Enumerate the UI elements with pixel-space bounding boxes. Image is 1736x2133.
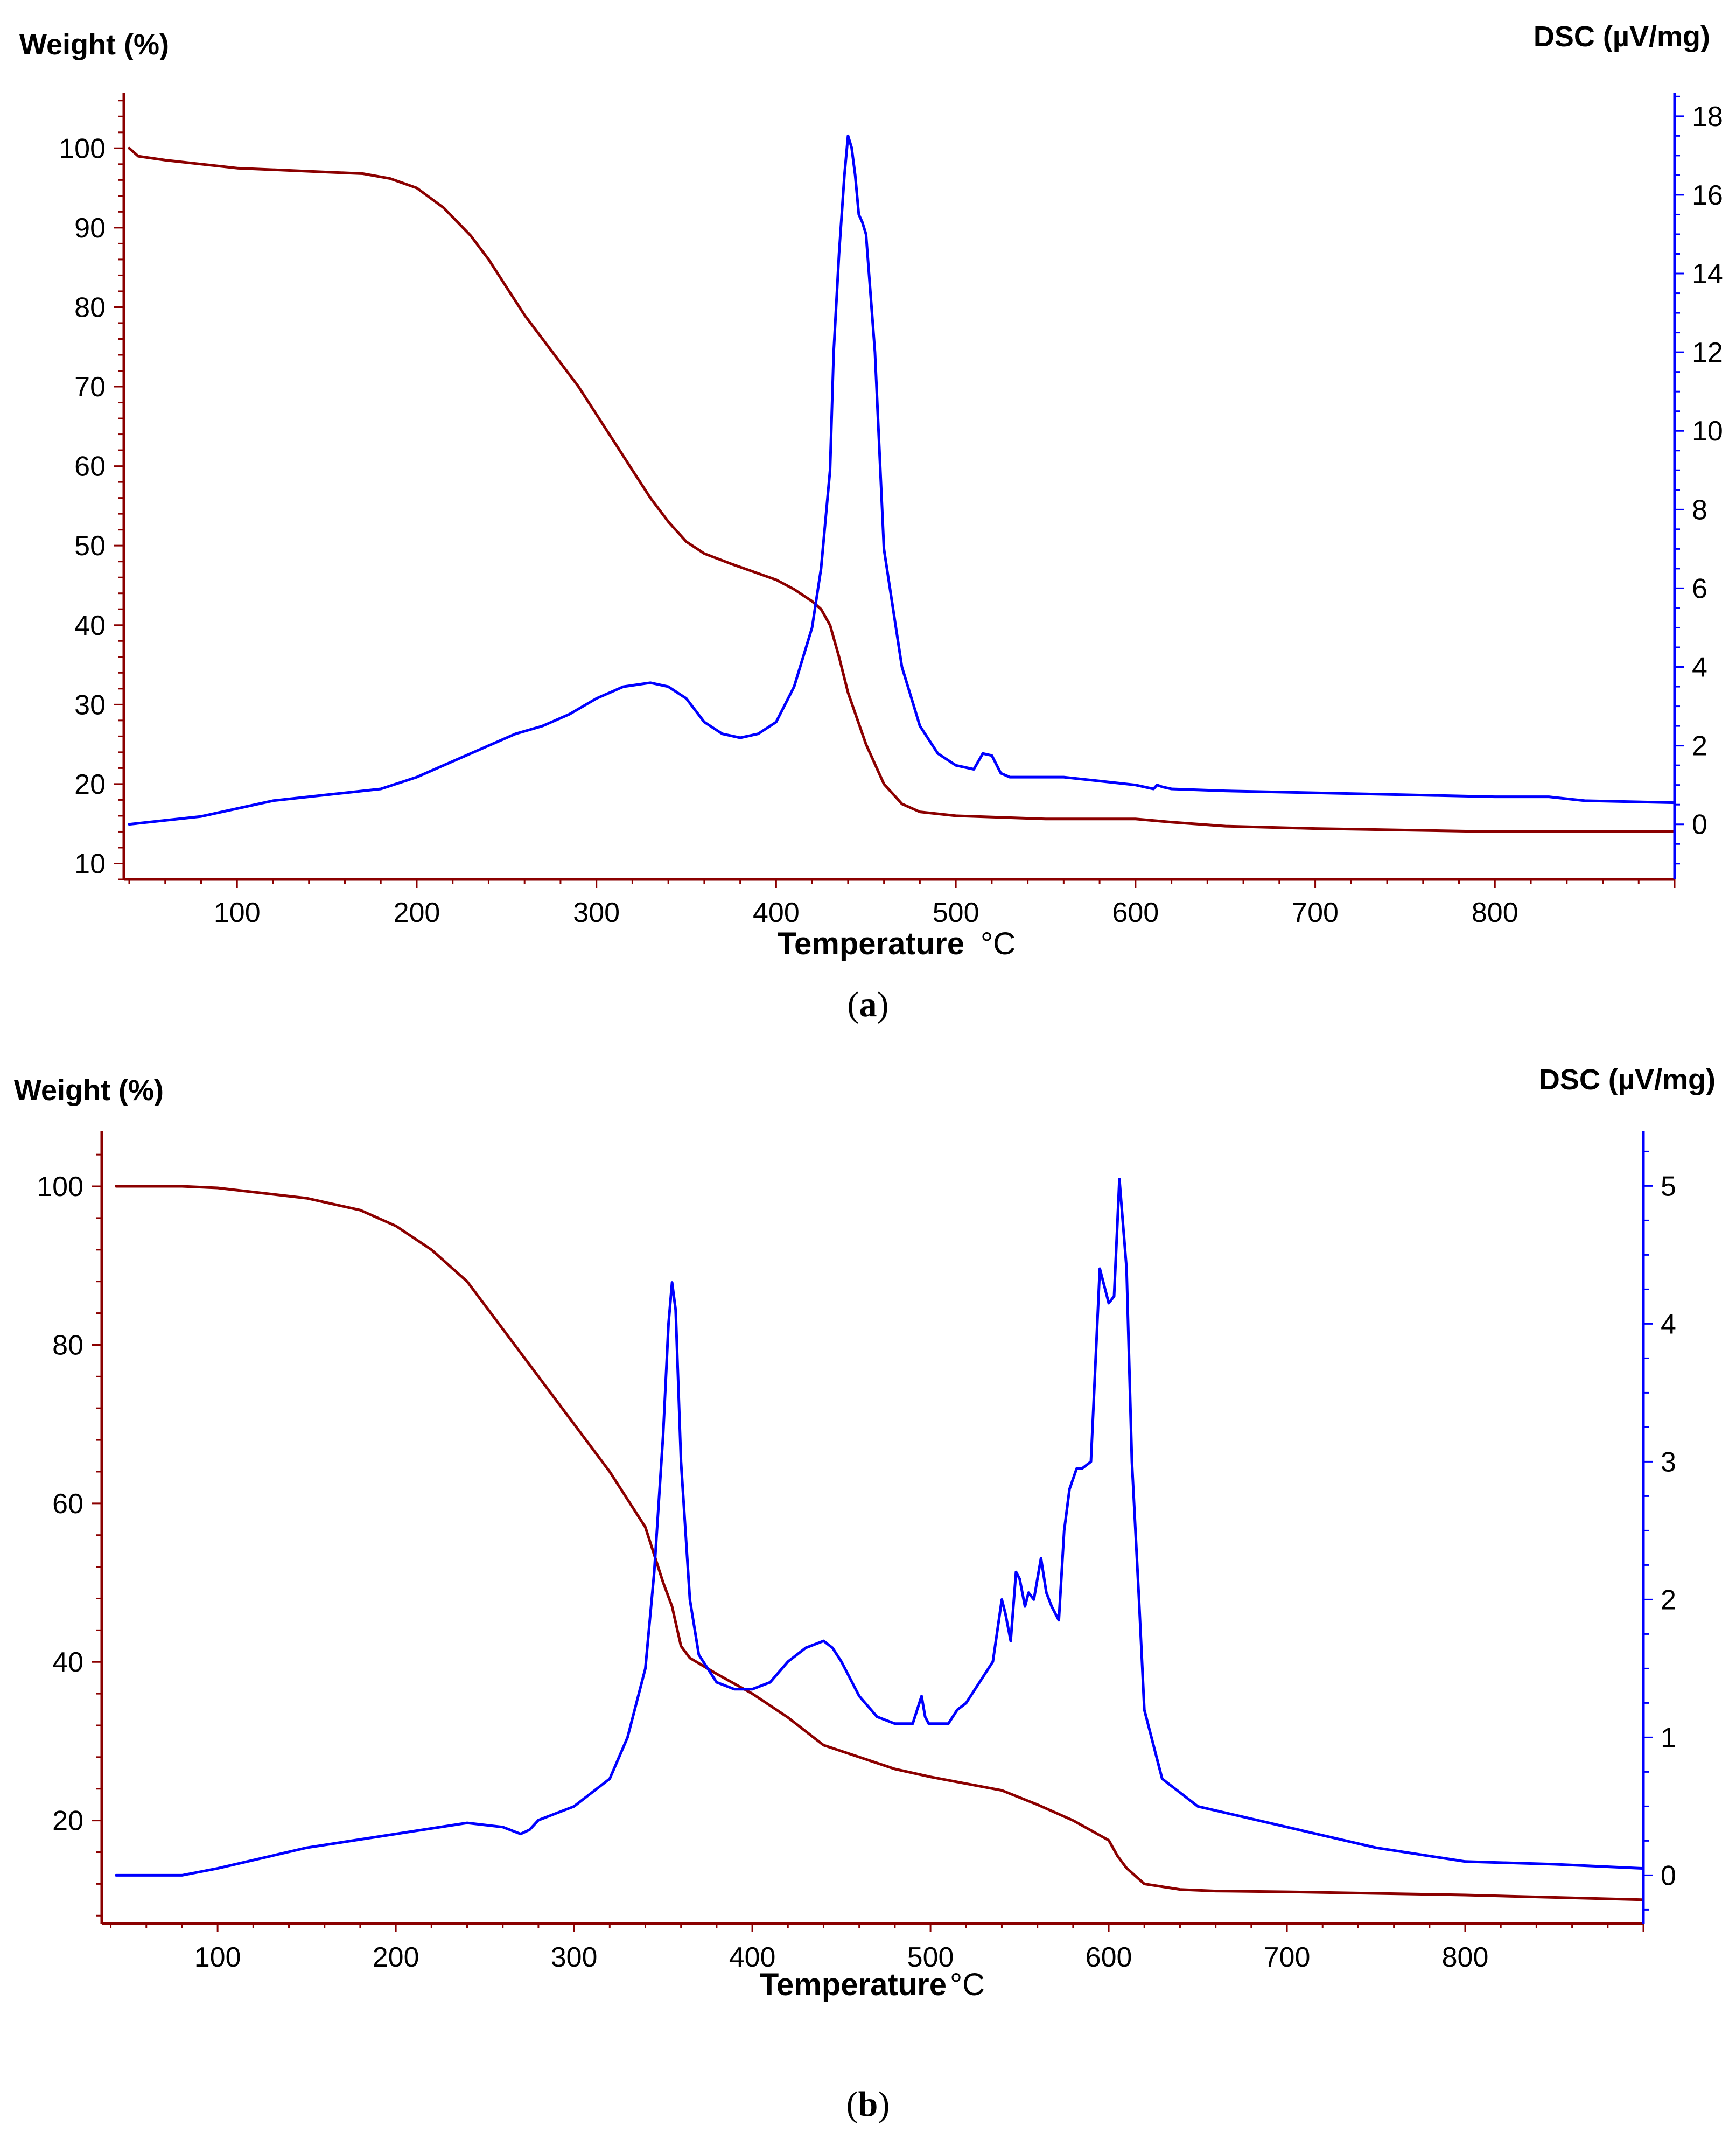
left-tick-label: 20 [74, 769, 106, 800]
chart-b-x-axis-title: Temperature °C [760, 1967, 985, 2002]
right-tick-label: 12 [1692, 337, 1723, 368]
x-tick-label: 700 [1264, 1942, 1311, 1973]
chart-a-dsc-line [128, 134, 1676, 826]
x-tick-label: 500 [933, 897, 979, 928]
right-tick-label: 2 [1692, 731, 1707, 762]
right-tick-label: 3 [1661, 1446, 1676, 1478]
chart-b-curves [115, 1178, 1645, 1901]
chart-a-caption: (a) [848, 985, 889, 1024]
right-tick-label: 4 [1692, 652, 1707, 683]
left-tick-label: 20 [52, 1806, 83, 1837]
chart-b-x-label: Temperature [760, 1967, 947, 2002]
chart-a-left-ticks: 10 20 30 40 50 60 70 80 90 100 [59, 100, 124, 880]
x-tick-label: 700 [1292, 897, 1339, 928]
x-tick-label: 800 [1442, 1942, 1489, 1973]
left-tick-label: 10 [74, 848, 106, 879]
chart-a-right-axis-title: DSC (µV/mg) [1534, 20, 1710, 53]
chart-a-right-ticks: 0 2 4 6 8 10 12 14 16 18 [1675, 95, 1723, 865]
left-tick-label: 60 [74, 451, 106, 482]
right-tick-label: 0 [1661, 1860, 1676, 1891]
chart-a-weight-line [128, 146, 1676, 833]
left-tick-label: 90 [74, 213, 106, 244]
chart-b-caption-letter: b [858, 2085, 878, 2124]
x-tick-label: 400 [753, 897, 800, 928]
chart-a-x-label: Temperature [778, 926, 964, 961]
right-tick-label: 6 [1692, 573, 1707, 604]
x-tick-label: 400 [729, 1942, 776, 1973]
right-tick-label: 5 [1661, 1171, 1676, 1202]
right-tick-label: 8 [1692, 494, 1707, 526]
x-tick-label: 600 [1086, 1942, 1132, 1973]
chart-b: Weight (%) DSC (µV/mg) 20 40 60 80 100 0 1 2 3 4… [14, 1064, 1716, 2124]
right-tick-label: 18 [1692, 101, 1723, 132]
right-tick-label: 0 [1692, 809, 1707, 841]
chart-b-right-axis-title: DSC (µV/mg) [1539, 1064, 1716, 1096]
x-tick-label: 100 [194, 1942, 241, 1973]
x-tick-label: 200 [373, 1942, 419, 1973]
x-tick-label: 600 [1112, 897, 1159, 928]
chart-b-dsc-line [115, 1178, 1645, 1877]
left-tick-label: 100 [59, 133, 106, 164]
chart-b-x-ticks: 100 200 300 400 500 600 700 800 [110, 1924, 1644, 1973]
chart-b-weight-line [115, 1185, 1645, 1901]
chart-a-left-axis-title: Weight (%) [19, 29, 169, 61]
left-tick-label: 70 [74, 372, 106, 403]
left-tick-label: 80 [74, 292, 106, 323]
x-tick-label: 100 [214, 897, 261, 928]
chart-b-left-axis-title: Weight (%) [14, 1074, 164, 1107]
right-tick-label: 10 [1692, 416, 1723, 447]
left-tick-label: 100 [37, 1171, 83, 1202]
chart-b-x-unit: °C [950, 1967, 985, 2002]
left-tick-label: 60 [52, 1488, 83, 1520]
chart-a: Weight (%) DSC (µV/mg) 10203040506070809… [19, 20, 1723, 1024]
x-tick-label: 300 [573, 897, 620, 928]
chart-b-right-ticks: 0 1 2 3 4 5 [1643, 1150, 1676, 1911]
right-tick-label: 1 [1661, 1722, 1676, 1753]
chart-a-x-axis-title: Temperature °C [778, 926, 1016, 961]
left-tick-label: 80 [52, 1330, 83, 1361]
right-tick-label: 2 [1661, 1584, 1676, 1616]
chart-a-caption-letter: a [859, 985, 877, 1024]
chart-b-left-ticks: 20 40 60 80 100 [37, 1153, 102, 1917]
left-tick-label: 40 [74, 610, 106, 641]
x-tick-label: 200 [394, 897, 440, 928]
right-tick-label: 16 [1692, 180, 1723, 211]
x-tick-label: 500 [907, 1942, 954, 1973]
chart-b-caption: (b) [846, 2085, 890, 2124]
left-tick-label: 40 [52, 1647, 83, 1678]
left-tick-label: 50 [74, 530, 106, 562]
chart-a-curves [128, 134, 1676, 833]
right-tick-label: 4 [1661, 1309, 1676, 1340]
x-tick-label: 300 [551, 1942, 598, 1973]
left-tick-label: 30 [74, 689, 106, 721]
x-tick-label: 800 [1472, 897, 1518, 928]
chart-a-x-unit: °C [981, 926, 1016, 961]
right-tick-label: 14 [1692, 258, 1723, 290]
chart-a-x-ticks: 100 200 300 400 500 600 700 800 [128, 879, 1676, 928]
